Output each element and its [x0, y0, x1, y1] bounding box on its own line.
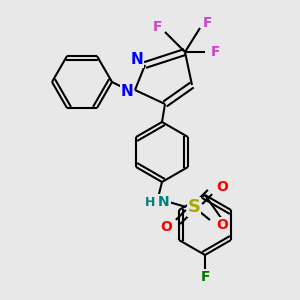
Text: S: S [188, 198, 200, 216]
Text: F: F [152, 20, 162, 34]
Text: F: F [200, 270, 210, 284]
Text: N: N [121, 85, 134, 100]
Text: H: H [145, 196, 155, 208]
Text: F: F [210, 45, 220, 59]
Text: O: O [216, 180, 228, 194]
Text: N: N [130, 52, 143, 68]
Text: N: N [158, 195, 170, 209]
Text: O: O [160, 220, 172, 234]
Text: F: F [203, 16, 213, 30]
Text: O: O [216, 218, 228, 232]
